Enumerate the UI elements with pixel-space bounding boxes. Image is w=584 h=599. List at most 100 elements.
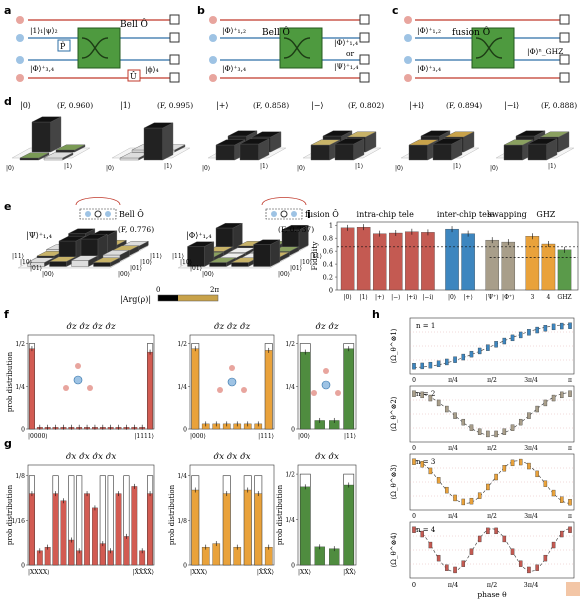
y-tick-label: 0 <box>183 563 187 570</box>
data-point <box>543 399 548 407</box>
measured-bar <box>233 546 242 566</box>
qubit-icon <box>73 375 83 385</box>
x-last-label: |11⟩ <box>344 433 356 440</box>
osc-panel-2: n = 3 ⟨Ω_θ^⊗3⟩ 0 π/4 π/2 3π/4 π <box>390 453 575 520</box>
y-tick-label: 0 <box>329 287 333 295</box>
panel-label-b: b <box>197 4 205 17</box>
data-point <box>527 566 531 574</box>
circuit-b: Bell Ô |Φ⟩⁺₁,₂ |Φ⟩⁺₃,₄ |Φ⟩⁺₁,₄ or |Ψ⟩⁺₁,… <box>209 14 370 83</box>
tomo-d-axis-1: |1⟩ <box>453 163 461 170</box>
data-point <box>412 390 416 397</box>
measured-bar <box>191 348 200 430</box>
tomo-d-plot-2: |+⟩ (F, 0.858) |0⟩ |1⟩ <box>202 101 289 172</box>
y-tick-label: 1 <box>329 222 333 230</box>
bar-front <box>19 157 39 161</box>
circuit-a-in2: |Φ⟩⁺₃,₄ <box>30 64 54 73</box>
fidelity-bar <box>557 249 572 291</box>
tomo-bar <box>432 138 463 161</box>
circuit-c: fusion Ô |Φ⟩⁺₁,₂ |Φ⟩⁺₃,₄ |Φ⟩ⁿ_GHZ <box>404 14 570 83</box>
bar-top <box>209 257 236 263</box>
corner-marker <box>566 582 580 596</box>
data-point <box>412 363 416 370</box>
data-point <box>510 424 515 431</box>
data-point <box>494 473 498 481</box>
data-point <box>543 325 548 332</box>
bar-top <box>19 152 50 159</box>
tomo-d-axis-0: |0⟩ <box>395 165 403 172</box>
y-tick-label: 1/2 <box>177 341 187 348</box>
x-tick-label: |+⟩ <box>375 294 384 301</box>
data-point <box>436 477 441 484</box>
x-tick-label: π <box>568 377 572 384</box>
data-point <box>535 326 539 334</box>
data-point <box>486 344 490 351</box>
data-point <box>502 428 507 435</box>
bar-front <box>209 262 227 267</box>
data-point <box>518 458 523 466</box>
bar-top <box>503 139 534 146</box>
x-tick-label: 3 <box>530 294 534 301</box>
u-gate-label: Û <box>130 72 137 81</box>
tomo-d-fid: (F, 0.960) <box>57 101 93 110</box>
panel-label-d: d <box>4 95 12 108</box>
qubit-dot <box>291 211 297 217</box>
tomo-d-state: |1⟩ <box>120 101 131 110</box>
data-point <box>494 527 498 535</box>
tomo-e-state: |Ψ⟩⁺₁,₄ <box>26 231 52 240</box>
x-last-label: |X̄X̄⟩ <box>343 569 356 576</box>
tomo-d-plot-3: |−⟩ (F, 0.802) |0⟩ |1⟩ <box>297 101 384 172</box>
tomo-d-axis-1: |1⟩ <box>164 163 172 170</box>
measured-bar <box>191 489 200 566</box>
tomo-d-axis-0: |0⟩ <box>106 165 114 172</box>
op-arc <box>75 197 121 206</box>
bar-top <box>68 228 95 234</box>
tomo-bar <box>239 138 270 161</box>
y-tick-label: 1/4 <box>15 384 25 391</box>
bar-front <box>71 260 89 267</box>
measured-bar <box>123 536 130 566</box>
data-point <box>428 361 433 369</box>
colorbar-max: 2π <box>210 286 219 294</box>
bar-front <box>55 149 75 153</box>
data-point <box>535 564 539 571</box>
tomo-d-state: |−⟩ <box>311 101 324 110</box>
qubit-dot <box>105 211 111 217</box>
data-point <box>486 527 490 535</box>
bar-top <box>253 239 280 245</box>
tomo-e-axis: |10⟩ <box>180 259 192 266</box>
bar-front <box>527 143 547 161</box>
chart-title: σ̂z σ̂z <box>315 321 339 332</box>
measured-bar <box>115 493 122 566</box>
osc-panel-0: n = 1 ⟨Ω_θ^⊗1⟩ 0 π/4 π/2 3π/4 π <box>390 317 575 384</box>
y-axis-label: prob distribution <box>168 484 176 545</box>
x-tick-label: |−⟩ <box>391 294 400 301</box>
data-point <box>568 499 572 506</box>
tomo-bar <box>19 152 50 161</box>
data-point <box>420 362 424 370</box>
qubit-icon <box>321 380 331 390</box>
data-point <box>518 418 523 426</box>
data-point <box>436 554 441 562</box>
x-tick-label: 3π/4 <box>524 513 538 520</box>
x-tick-label: π/4 <box>448 581 459 589</box>
y-axis-label: prob distribution <box>6 351 14 412</box>
x-tick-label: |Ψ⁺⟩ <box>486 294 499 301</box>
circuit-a: P̂ Û Bell Ô |1⟩₁|ψ⟩₂ |Φ⟩⁺₃,₄ |ϕ⟩₄ <box>16 14 180 83</box>
data-point <box>461 498 466 506</box>
tomo-bar <box>527 138 558 161</box>
y-tick-label: 1/16 <box>12 518 26 525</box>
data-point <box>461 353 466 361</box>
fidelity-bar <box>501 241 516 291</box>
fidelity-bar <box>525 236 540 291</box>
x-first-label: |000⟩ <box>190 433 206 440</box>
fidelity-bar <box>485 239 499 291</box>
bar-top <box>71 255 98 261</box>
tomo-bar <box>43 152 74 161</box>
data-point <box>436 360 441 367</box>
y-tick-label: 0 <box>21 427 25 434</box>
measured-bar <box>264 350 273 430</box>
tomo-d-state: |+i⟩ <box>409 101 424 110</box>
tomography-single-qubit: |0⟩ (F, 0.960)|0⟩ |1⟩|1⟩ (F, 0.995)|0⟩ |1⟩|+… <box>6 101 577 172</box>
bar-top <box>310 139 341 146</box>
